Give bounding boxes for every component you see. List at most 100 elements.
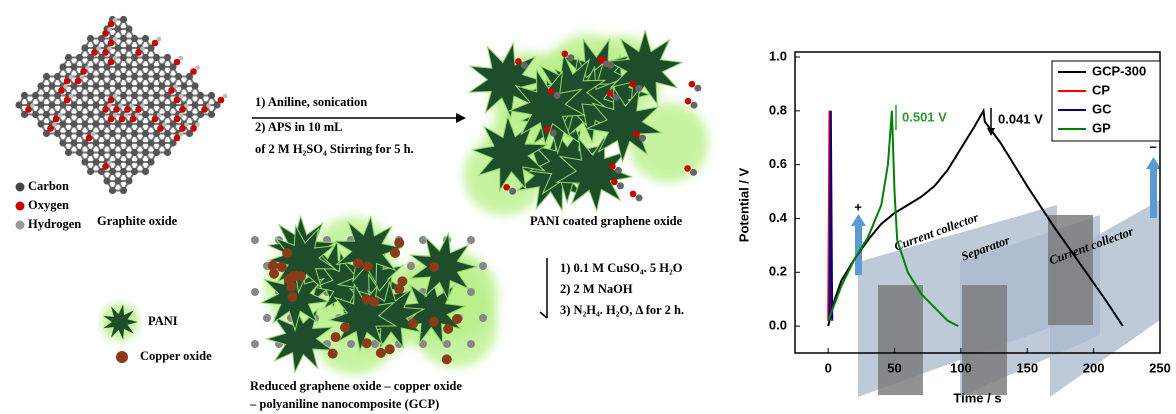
carbon-atom <box>125 82 132 89</box>
gcp-label: Reduced graphene oxide – copper oxide <box>250 379 462 393</box>
carbon-atom <box>191 82 198 89</box>
y-tick-label: 0.4 <box>769 210 788 225</box>
copper-oxide <box>394 238 404 248</box>
carbon-atom <box>550 130 557 137</box>
carbon-atom <box>21 92 28 99</box>
x-tick-label: 250 <box>1149 360 1171 375</box>
y-tick-label: 1.0 <box>769 48 787 63</box>
hydrogen-atom <box>179 132 184 137</box>
oxygen-atom <box>135 49 142 56</box>
carbon-atom <box>158 82 165 89</box>
oxygen-atom <box>633 131 640 138</box>
current-arrow <box>851 214 866 226</box>
carbon-atom <box>125 177 132 184</box>
carbon-atom <box>180 82 187 89</box>
carbon-atom <box>131 73 138 80</box>
carbon-atom <box>153 73 160 80</box>
legend-label: GC <box>1092 101 1112 116</box>
copper-oxide <box>116 351 128 363</box>
carbon-atom <box>136 120 143 127</box>
carbon-atom <box>87 149 94 156</box>
carbon-atom <box>142 35 149 42</box>
chart: Current collectorSeparatorCurrent collec… <box>736 48 1170 405</box>
carbon-atom <box>15 101 22 108</box>
carbon-atom <box>251 340 259 348</box>
carbon-atom <box>158 63 165 70</box>
hydrogen-atom <box>96 46 101 51</box>
oxygen-atom <box>174 135 181 142</box>
carbon-atom <box>32 111 39 118</box>
carbon-atom <box>87 92 94 99</box>
copper-oxide <box>331 332 341 342</box>
carbon-atom <box>76 92 83 99</box>
carbon-atom <box>164 130 171 137</box>
oxygen-atom <box>689 81 696 88</box>
hydrogen-atom <box>195 65 200 70</box>
carbon-atom <box>613 94 620 101</box>
current-arrow <box>1146 157 1161 169</box>
carbon-atom <box>125 63 132 70</box>
carbon-atom <box>65 54 72 61</box>
carbon-atom <box>59 63 66 70</box>
carbon-atom <box>37 101 44 108</box>
copper-oxide <box>363 261 373 271</box>
carbon-atom <box>191 101 198 108</box>
hydrogen-atom <box>113 37 118 42</box>
hydrogen-atom <box>107 103 112 108</box>
carbon-atom <box>114 158 121 165</box>
oxygen-atom <box>53 116 60 123</box>
carbon-atom <box>186 92 193 99</box>
oxygen-atom <box>108 116 115 123</box>
oxygen-atom <box>174 116 181 123</box>
carbon-atom <box>70 139 77 146</box>
step2-text: 3) N₂H₄. H₂O, Δ for 2 h. <box>560 303 684 317</box>
legend-label: Carbon <box>28 179 69 193</box>
step1-text: 1) Aniline, sonication <box>255 95 367 109</box>
carbon-atom <box>92 139 99 146</box>
x-tick-label: 50 <box>887 360 901 375</box>
hydrogen-atom <box>179 94 184 99</box>
carbon-atom <box>467 236 475 244</box>
carbon-atom <box>153 92 160 99</box>
oxygen-atom <box>135 106 142 113</box>
carbon-atom <box>147 82 154 89</box>
pani-go <box>464 31 709 216</box>
hydrogen-atom <box>129 103 134 108</box>
hydrogen-atom <box>85 65 90 70</box>
carbon-atom <box>164 73 171 80</box>
hydrogen-atom <box>63 84 68 89</box>
carbon-atom <box>690 169 697 176</box>
hydrogen-atom <box>157 37 162 42</box>
carbon-atom <box>65 149 72 156</box>
copper-oxide <box>376 348 386 358</box>
oxygen-atom <box>157 125 164 132</box>
carbon-atom <box>109 73 116 80</box>
copper-oxide <box>408 318 418 328</box>
overlay-label: + <box>854 199 862 214</box>
legend-dot <box>16 221 25 230</box>
sem-image <box>962 285 1007 395</box>
carbon-atom <box>114 177 121 184</box>
carbon-atom <box>164 54 171 61</box>
carbon-atom <box>120 168 127 175</box>
carbon-atom <box>615 167 622 174</box>
carbon-atom <box>114 139 121 146</box>
carbon-atom <box>147 158 154 165</box>
oxygen-atom <box>113 106 120 113</box>
carbon-atom <box>98 149 105 156</box>
carbon-atom <box>131 130 138 137</box>
annotation: 0.501 V <box>902 109 947 124</box>
carbon-atom <box>147 139 154 146</box>
hydrogen-atom <box>223 94 228 99</box>
hydrogen-atom <box>69 75 74 80</box>
carbon-atom <box>114 25 121 32</box>
figure: CarbonOxygenHydrogenGraphite oxide1) Ani… <box>0 0 1176 414</box>
carbon-atom <box>92 63 99 70</box>
carbon-atom <box>603 60 610 67</box>
oxygen-atom <box>609 163 616 170</box>
oxygen-atom <box>607 90 614 97</box>
carbon-atom <box>120 92 127 99</box>
oxygen-atom <box>201 106 208 113</box>
oxygen-atom <box>64 78 71 85</box>
carbon-atom <box>142 54 149 61</box>
